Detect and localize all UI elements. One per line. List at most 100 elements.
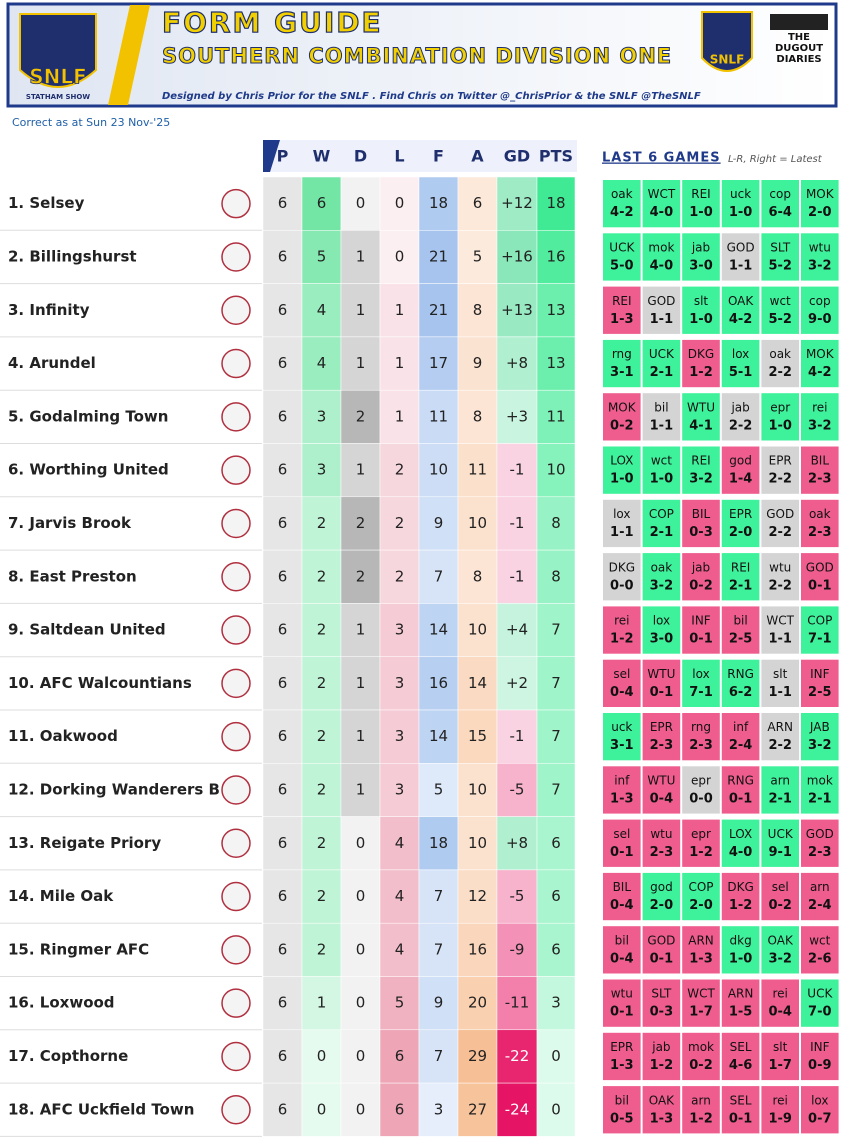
- score: 0-0: [689, 791, 713, 806]
- stat-value: 6: [278, 780, 288, 798]
- result-cell: [721, 286, 760, 334]
- team-crest: [221, 615, 251, 645]
- team-name: 16. Loxwood: [8, 994, 115, 1012]
- opponent: oak: [651, 560, 673, 574]
- team-name: 12. Dorking Wanderers B: [8, 780, 220, 798]
- stat-value: 0: [356, 940, 366, 958]
- result-cell: [761, 446, 799, 494]
- opponent: rei: [614, 614, 629, 628]
- stat-cell: [496, 922, 538, 977]
- score: 2-5: [729, 632, 753, 647]
- score: 7-1: [689, 685, 713, 700]
- opponent: WTU: [647, 667, 675, 681]
- score: 2-3: [650, 738, 674, 753]
- stat-value: 8: [551, 514, 561, 532]
- stat-value: -1: [510, 727, 525, 745]
- team-crest: [221, 828, 251, 858]
- score: 2-2: [768, 525, 792, 540]
- stat-value: 21: [429, 301, 448, 319]
- score: 9-0: [808, 312, 832, 327]
- stat-value: 2: [317, 567, 327, 585]
- opponent: oak: [769, 347, 791, 361]
- opponent: wct: [651, 454, 672, 468]
- score: 2-3: [808, 525, 832, 540]
- score: 0-2: [689, 1058, 713, 1073]
- opponent: GOD: [647, 933, 675, 947]
- result-cell: [761, 553, 799, 601]
- result-cell: [642, 499, 681, 548]
- stat-cell: [340, 603, 381, 657]
- result-cell: [682, 339, 720, 388]
- stat-value: 14: [429, 621, 448, 639]
- stat-cell: [340, 869, 381, 924]
- score: 1-1: [650, 312, 674, 327]
- score: 2-1: [650, 525, 674, 540]
- team-crest: [221, 935, 251, 965]
- result-cell: [682, 499, 720, 548]
- stat-value: 16: [429, 674, 448, 692]
- stat-cell: [418, 336, 459, 391]
- result-cell: [801, 446, 839, 494]
- opponent: mok: [807, 773, 833, 787]
- score: 0-2: [610, 418, 634, 433]
- opponent: OAK: [768, 933, 794, 947]
- opponent: BIL: [692, 507, 711, 521]
- stat-cell: [536, 549, 576, 604]
- stat-cell: [340, 443, 381, 498]
- score: 1-1: [729, 258, 753, 273]
- result-cell: [642, 286, 681, 334]
- score: 2-1: [808, 791, 832, 806]
- stat-value: 4: [395, 940, 405, 958]
- stat-cell: [301, 496, 342, 551]
- stat-value: 6: [278, 674, 288, 692]
- stat-value: 8: [473, 407, 483, 425]
- result-cell: [642, 606, 681, 654]
- opponent: uck: [730, 187, 751, 201]
- result-cell: [603, 180, 641, 228]
- stat-value: 14: [468, 674, 487, 692]
- team-name: 6. Worthing United: [8, 461, 169, 479]
- stat-cell: [262, 549, 303, 604]
- result-cell: [801, 1032, 839, 1081]
- subtitle: SOUTHERN COMBINATION DIVISION ONE: [162, 44, 672, 68]
- opponent: INF: [810, 667, 830, 681]
- result-cell: [603, 979, 641, 1027]
- score: 1-2: [689, 365, 713, 380]
- result-cell: [642, 659, 681, 707]
- stat-value: 6: [278, 834, 288, 852]
- stat-value: 1: [356, 780, 366, 798]
- stat-value: 6: [278, 407, 288, 425]
- stat-value: 6: [278, 514, 288, 532]
- result-cell: [642, 339, 681, 388]
- team-name: 15. Ringmer AFC: [8, 940, 149, 958]
- team-name: 17. Copthorne: [8, 1047, 128, 1065]
- score: 6-4: [768, 205, 792, 220]
- stat-value: 3: [395, 621, 405, 639]
- column-header: D: [354, 147, 367, 166]
- score: 1-3: [610, 791, 634, 806]
- stat-value: 6: [551, 887, 561, 905]
- opponent: DKG: [609, 560, 635, 574]
- team-name: 18. AFC Uckfield Town: [8, 1100, 194, 1118]
- stat-cell: [379, 176, 420, 231]
- stat-value: 2: [356, 567, 366, 585]
- result-cell: [603, 659, 641, 707]
- score: 2-2: [768, 365, 792, 380]
- stat-cell: [340, 1082, 381, 1137]
- opponent: bil: [654, 400, 668, 414]
- opponent: epr: [770, 400, 790, 414]
- opponent: OAK: [728, 294, 754, 308]
- stat-cell: [301, 763, 342, 817]
- stat-value: 7: [551, 621, 561, 639]
- stat-value: -5: [510, 780, 525, 798]
- result-cell: [721, 606, 760, 654]
- score: 0-7: [808, 1111, 832, 1126]
- stat-value: 7: [434, 567, 444, 585]
- score: 0-4: [610, 951, 634, 966]
- stat-value: 7: [551, 780, 561, 798]
- result-cell: [682, 819, 720, 867]
- opponent: REI: [691, 187, 710, 201]
- stat-cell: [379, 816, 420, 871]
- opponent: BIL: [811, 454, 830, 468]
